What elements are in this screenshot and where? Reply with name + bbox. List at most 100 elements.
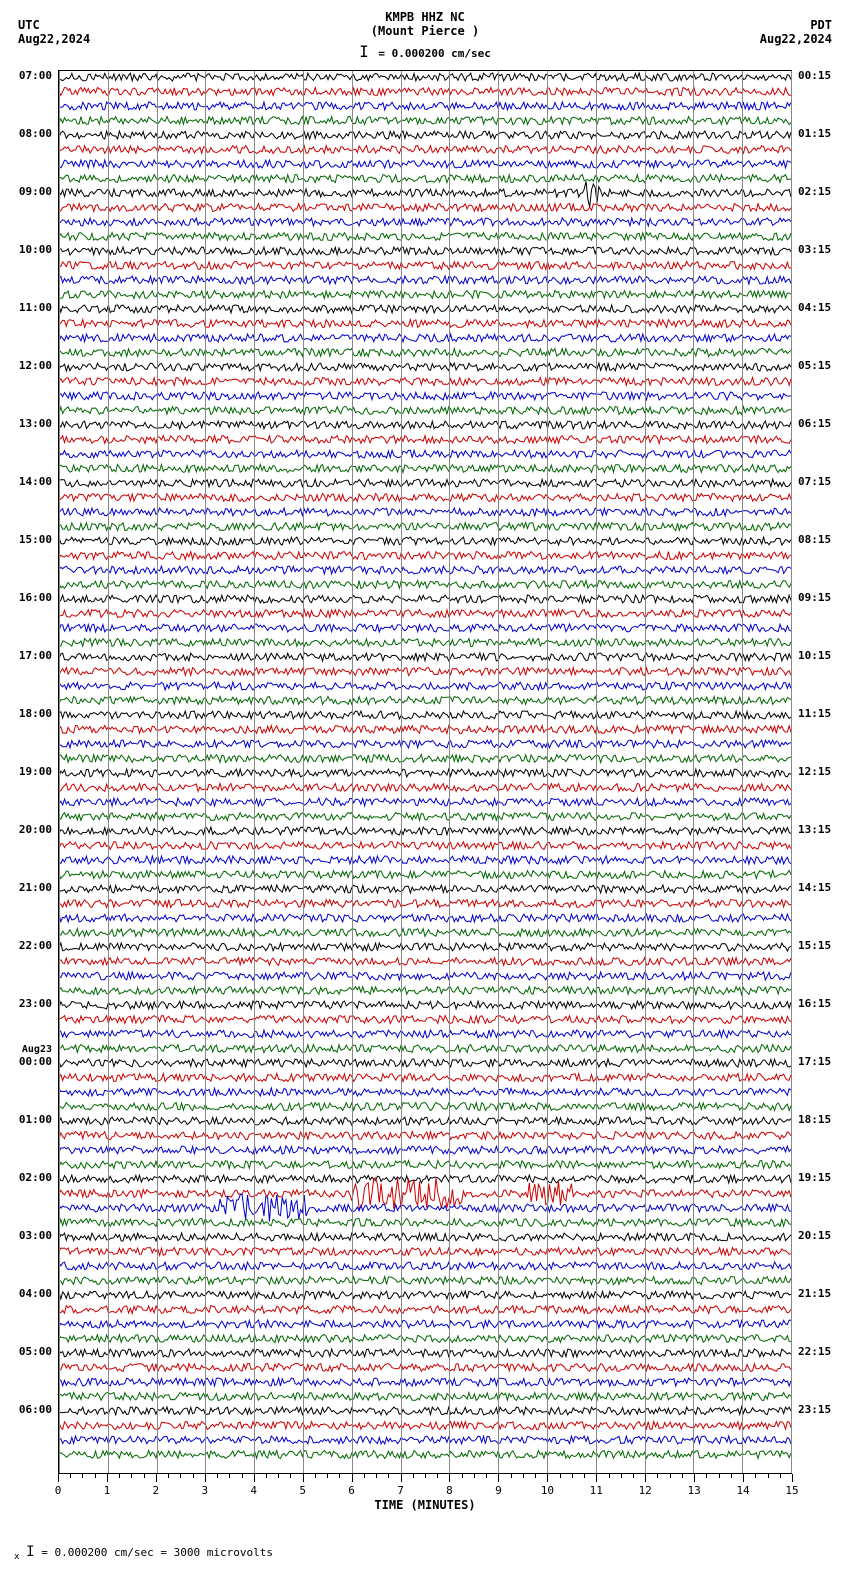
trace-line	[59, 1175, 791, 1183]
left-time-label: 22:00	[19, 940, 52, 952]
trace-line	[59, 276, 791, 284]
x-tick-label: 9	[495, 1484, 502, 1497]
trace-line	[59, 1059, 791, 1067]
x-tick-major	[743, 1474, 744, 1482]
left-time-label: 03:00	[19, 1230, 52, 1242]
trace-line	[59, 508, 791, 516]
trace-line	[59, 160, 791, 168]
trace-line	[59, 711, 791, 719]
x-tick-minor	[560, 1474, 561, 1478]
trace-line	[59, 987, 791, 995]
right-time-label: 13:15	[798, 824, 831, 836]
trace-line	[59, 566, 791, 574]
left-time-label: 23:00	[19, 998, 52, 1010]
x-tick-label: 12	[639, 1484, 652, 1497]
x-tick-major	[107, 1474, 108, 1482]
trace-line	[59, 1016, 791, 1024]
x-tick-minor	[621, 1474, 622, 1478]
gridline	[205, 71, 206, 1473]
x-tick-minor	[242, 1474, 243, 1478]
x-tick-minor	[572, 1474, 573, 1478]
trace-line	[59, 740, 791, 748]
date-marker: Aug23	[22, 1045, 52, 1055]
x-tick-label: 15	[785, 1484, 798, 1497]
trace-line	[59, 73, 791, 81]
x-tick-label: 1	[104, 1484, 111, 1497]
trace-line	[59, 1194, 791, 1221]
gridline	[645, 71, 646, 1473]
gridline	[157, 71, 158, 1473]
trace-line	[59, 827, 791, 835]
x-tick-major	[401, 1474, 402, 1482]
gridline	[449, 71, 450, 1473]
x-tick-minor	[425, 1474, 426, 1478]
x-tick-label: 14	[736, 1484, 749, 1497]
gridline	[547, 71, 548, 1473]
left-time-label: 06:00	[19, 1404, 52, 1416]
x-tick-minor	[486, 1474, 487, 1478]
x-tick-minor	[682, 1474, 683, 1478]
trace-line	[59, 755, 791, 763]
trace-line	[59, 1146, 791, 1154]
trace-line	[59, 1088, 791, 1096]
x-tick-label: 6	[348, 1484, 355, 1497]
left-time-label: 08:00	[19, 128, 52, 140]
trace-line	[59, 1001, 791, 1009]
trace-line	[59, 1248, 791, 1256]
header-utc: UTC Aug22,2024	[18, 18, 90, 46]
x-tick-minor	[755, 1474, 756, 1478]
x-tick-minor	[229, 1474, 230, 1478]
trace-line	[59, 450, 791, 458]
right-time-label: 11:15	[798, 708, 831, 720]
header: UTC Aug22,2024 KMPB HHZ NC (Mount Pierce…	[10, 10, 840, 60]
trace-line	[59, 175, 791, 183]
trace-line	[59, 1074, 791, 1082]
left-time-label: 14:00	[19, 476, 52, 488]
left-time-label: 00:00	[19, 1056, 52, 1068]
trace-line	[59, 1451, 791, 1459]
trace-line	[59, 1030, 791, 1038]
left-time-axis: 07:0008:0009:0010:0011:0012:0013:0014:00…	[10, 70, 54, 1472]
x-tick-minor	[609, 1474, 610, 1478]
trace-line	[59, 1132, 791, 1140]
x-tick-minor	[364, 1474, 365, 1478]
trace-line	[59, 1349, 791, 1357]
x-tick-label: 3	[201, 1484, 208, 1497]
x-axis: TIME (MINUTES) 0123456789101112131415	[58, 1474, 792, 1514]
right-time-axis: 00:1501:1502:1503:1504:1505:1506:1507:15…	[796, 70, 840, 1472]
trace-line	[59, 1320, 791, 1328]
x-tick-minor	[657, 1474, 658, 1478]
trace-line	[59, 682, 791, 690]
trace-line	[59, 697, 791, 705]
trace-line	[59, 639, 791, 647]
x-tick-minor	[719, 1474, 720, 1478]
left-time-label: 16:00	[19, 592, 52, 604]
x-tick-major	[156, 1474, 157, 1482]
gridline	[59, 71, 60, 1473]
header-station: KMPB HHZ NC (Mount Pierce ) I = 0.000200…	[359, 10, 491, 61]
trace-line	[59, 668, 791, 676]
trace-line	[59, 1335, 791, 1343]
trace-line	[59, 1277, 791, 1285]
trace-line	[59, 943, 791, 951]
x-tick-major	[694, 1474, 695, 1482]
right-time-label: 17:15	[798, 1056, 831, 1068]
pdt-date: Aug22,2024	[760, 32, 832, 46]
left-time-label: 01:00	[19, 1114, 52, 1126]
x-tick-minor	[376, 1474, 377, 1478]
left-time-label: 15:00	[19, 534, 52, 546]
right-time-label: 22:15	[798, 1346, 831, 1358]
trace-line	[59, 378, 791, 386]
trace-line	[59, 958, 791, 966]
trace-line	[59, 421, 791, 429]
trace-line	[59, 813, 791, 821]
x-tick-minor	[315, 1474, 316, 1478]
left-time-label: 11:00	[19, 302, 52, 314]
x-tick-minor	[193, 1474, 194, 1478]
right-time-label: 00:15	[798, 70, 831, 82]
x-tick-minor	[413, 1474, 414, 1478]
x-tick-major	[792, 1474, 793, 1482]
trace-line	[59, 349, 791, 357]
trace-line	[59, 1103, 791, 1111]
trace-line	[59, 479, 791, 487]
